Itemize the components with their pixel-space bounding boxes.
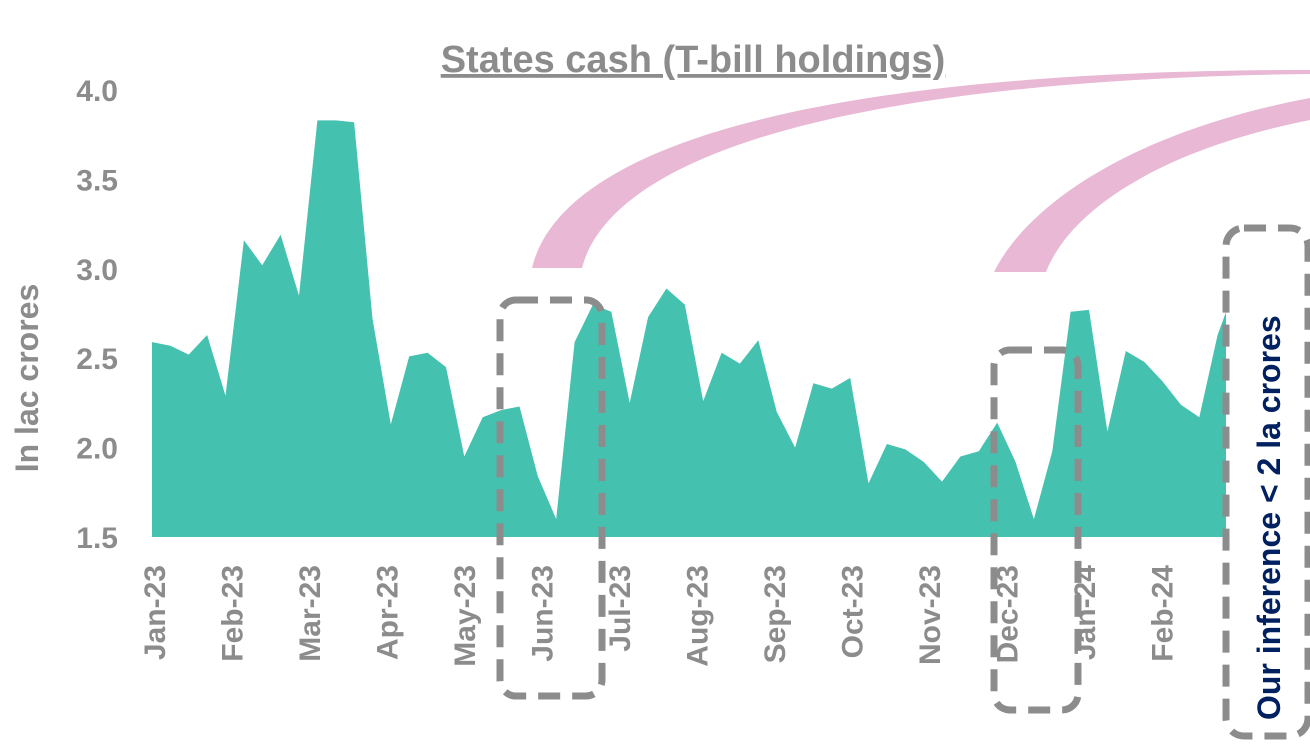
annotation-box xyxy=(1222,224,1310,740)
y-tick-label: 3.0 xyxy=(76,254,118,287)
x-tick-label: Sep-23 xyxy=(759,565,792,663)
highlight-box-jun xyxy=(496,296,606,700)
x-tick-label: Apr-23 xyxy=(372,565,405,660)
x-tick-label: Aug-23 xyxy=(682,565,715,667)
y-axis-label: In lac crores xyxy=(9,284,45,473)
y-tick-label: 1.5 xyxy=(76,522,118,555)
x-tick-label: Nov-23 xyxy=(914,565,947,665)
x-tick-label: Oct-23 xyxy=(837,565,870,658)
x-tick-label: Jul-23 xyxy=(604,565,637,652)
x-tick-label: Jan-23 xyxy=(139,565,172,660)
x-tick-label: Feb-23 xyxy=(217,565,250,662)
x-tick-label: May-23 xyxy=(449,565,482,667)
x-tick-label: Mar-23 xyxy=(294,565,327,662)
x-tick-label: Jan-24 xyxy=(1069,565,1102,660)
chart-title: States cash (T-bill holdings) xyxy=(441,39,946,81)
y-tick-label: 2.0 xyxy=(76,433,118,466)
area-layer xyxy=(152,120,1236,538)
highlight-box-dec xyxy=(990,346,1082,714)
y-tick-label: 4.0 xyxy=(76,75,118,108)
x-axis-ticks: Jan-23 Feb-23 Mar-23 Apr-23 May-23 Jun-23 Jul-… xyxy=(139,565,1180,667)
y-axis-ticks: 1.5 2.0 2.5 3.0 3.5 4.0 xyxy=(76,75,118,555)
pink-arrow-left xyxy=(532,70,1310,268)
area-series xyxy=(152,120,1236,538)
x-tick-label: Feb-24 xyxy=(1147,565,1180,662)
y-tick-label: 2.5 xyxy=(76,343,118,376)
x-tick-label: Jun-23 xyxy=(527,565,560,662)
annotation-text: Our inference < 2 la crores xyxy=(1251,315,1287,720)
y-tick-label: 3.5 xyxy=(76,164,118,197)
pink-arrow-right xyxy=(994,98,1310,272)
